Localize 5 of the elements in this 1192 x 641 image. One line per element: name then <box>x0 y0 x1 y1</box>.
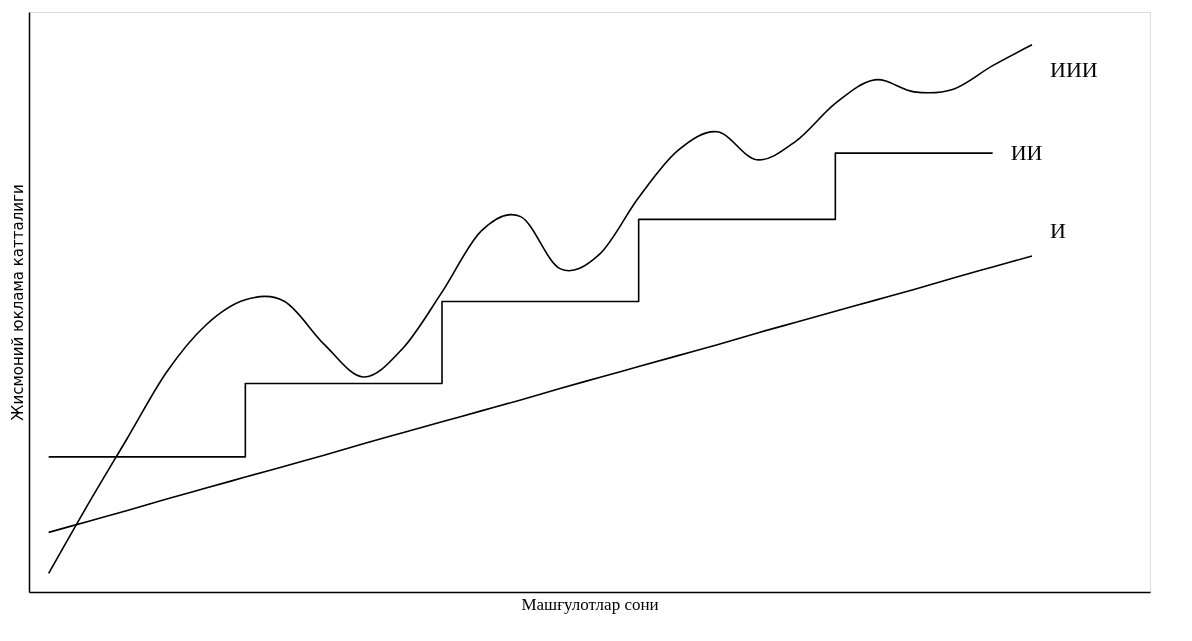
series-label: ИИИ <box>1050 56 1098 82</box>
y-axis-title: Жисмоний юклама катталиги <box>8 184 27 421</box>
series-label: И <box>1050 218 1066 244</box>
series-label: ИИ <box>1010 140 1043 166</box>
x-axis-title: Машғулотлар сони <box>521 594 659 614</box>
